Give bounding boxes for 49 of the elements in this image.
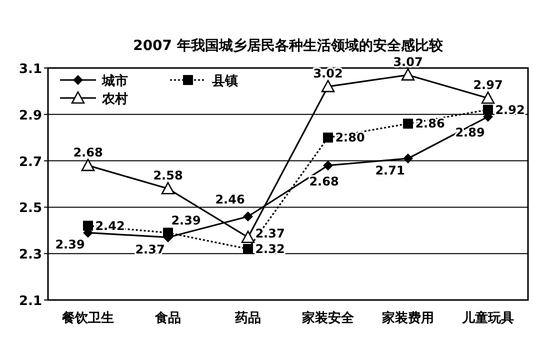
data-label: 3.02	[313, 66, 343, 81]
x-tick-label: 家装安全	[301, 310, 355, 326]
data-label: 2.80	[335, 130, 365, 145]
data-label: 2.46	[215, 192, 245, 206]
x-tick-label: 家装费用	[381, 310, 434, 326]
legend-label: 城市	[101, 73, 128, 89]
data-label: 2.89	[455, 126, 485, 140]
y-tick-label: 2.1	[18, 294, 42, 309]
point	[323, 160, 333, 170]
legend-label: 农村	[101, 92, 128, 107]
data-label: 3.07	[393, 54, 423, 69]
point	[321, 80, 335, 92]
x-tick-label: 食品	[154, 311, 181, 326]
point	[83, 220, 93, 231]
data-label: 2.68	[309, 174, 339, 188]
x-tick-label: 儿童玩具	[461, 310, 514, 326]
data-label: 2.92	[495, 102, 525, 117]
data-label: 2.37	[135, 242, 165, 256]
data-label: 2.39	[55, 238, 85, 252]
point	[403, 118, 413, 129]
point	[81, 158, 95, 172]
point	[483, 104, 493, 115]
point	[241, 230, 255, 244]
data-label: 2.32	[255, 242, 285, 256]
point	[323, 132, 333, 143]
point	[163, 228, 173, 238]
y-tick-label: 2.3	[18, 248, 42, 263]
point	[161, 182, 175, 194]
data-label: 2.86	[415, 116, 445, 131]
point	[403, 153, 413, 164]
y-tick-label: 3.1	[18, 62, 42, 77]
point	[243, 211, 253, 222]
legend-label: 县镇	[211, 74, 238, 89]
data-label: 2.37	[255, 226, 285, 240]
y-tick-label: 2.7	[18, 154, 42, 170]
data-label: 2.97	[473, 78, 503, 92]
x-tick-label: 药品	[234, 310, 261, 326]
chart-title: 2007 年我国城乡居民各种生活领域的安全感比较	[133, 37, 444, 54]
data-label: 2.39	[171, 214, 201, 228]
data-label: 2.71	[375, 163, 405, 178]
data-label: 2.58	[153, 168, 183, 183]
data-label: 2.68	[73, 145, 103, 160]
point	[481, 92, 495, 104]
x-tick-label: 餐饮卫生	[61, 311, 114, 326]
y-tick-label: 2.9	[18, 108, 42, 124]
point	[243, 244, 253, 254]
point	[401, 68, 415, 81]
data-label: 2.42	[95, 218, 125, 233]
y-tick-label: 2.5	[18, 201, 42, 216]
